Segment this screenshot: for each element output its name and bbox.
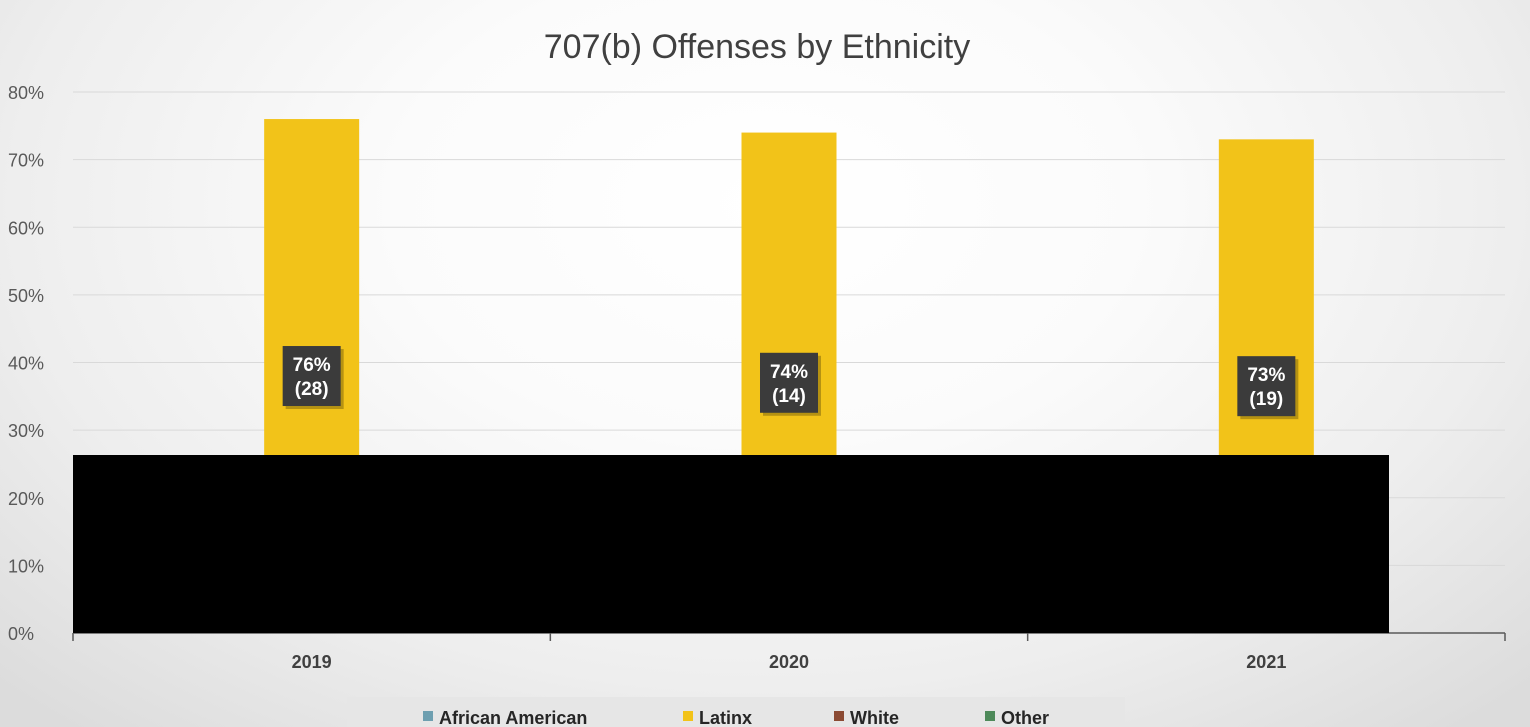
x-tick-label: 2021 [1246, 652, 1286, 672]
data-label-box [1237, 356, 1296, 417]
x-tick-label: 2020 [769, 652, 809, 672]
y-tick-label: 20% [8, 489, 44, 509]
y-tick-label: 80% [8, 83, 44, 103]
legend-label: African American [439, 708, 587, 727]
legend-swatch [423, 711, 433, 721]
chart-title: 707(b) Offenses by Ethnicity [544, 28, 970, 66]
data-labels: 76% (28) 74% (14) 73% (19) [282, 346, 1299, 420]
legend-label: Latinx [699, 708, 752, 727]
legend-label: White [850, 708, 899, 727]
data-label-box [282, 346, 341, 407]
data-label-text: 73% (19) [1247, 365, 1285, 410]
y-tick-label: 50% [8, 286, 44, 306]
data-label: 76% (28) [282, 346, 344, 410]
y-tick-label: 60% [8, 218, 44, 238]
y-tick-label: 0% [8, 624, 34, 644]
data-label-box [760, 352, 818, 413]
y-tick-label: 10% [8, 556, 44, 576]
legend: African American Latinx White Other [347, 697, 1125, 727]
legend-background [347, 697, 1125, 727]
data-label-text: 74% (14) [770, 362, 808, 407]
legend-swatch [985, 711, 995, 721]
data-label-text: 76% (28) [293, 355, 331, 400]
legend-label: Other [1001, 708, 1049, 727]
y-tick-label: 70% [8, 151, 44, 171]
legend-swatch [683, 711, 693, 721]
y-tick-label: 40% [8, 354, 44, 374]
x-tick-label: 2019 [292, 652, 332, 672]
y-tick-label: 30% [8, 421, 44, 441]
legend-swatch [834, 711, 844, 721]
data-label: 74% (14) [760, 352, 821, 416]
redaction-block [73, 455, 1389, 633]
redaction-layer [73, 455, 1389, 633]
data-label: 73% (19) [1237, 356, 1299, 420]
